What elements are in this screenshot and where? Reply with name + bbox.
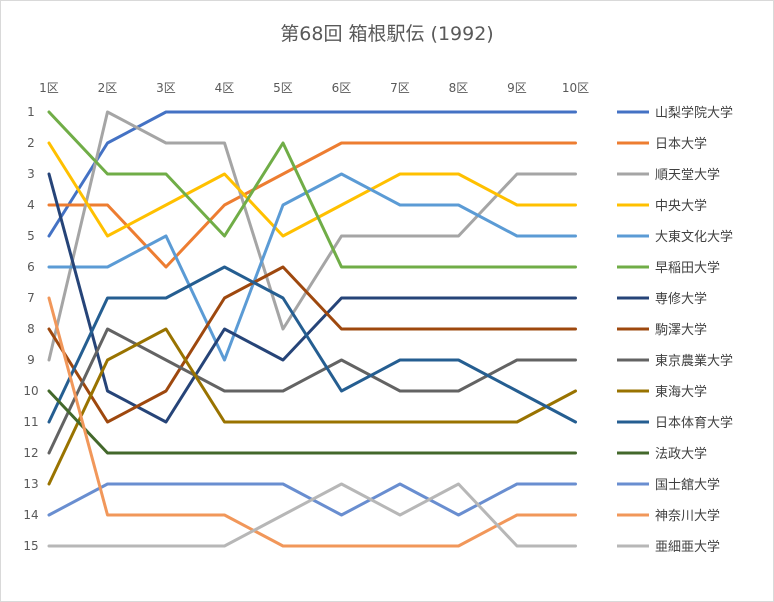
legend-label: 山梨学院大学 (655, 105, 733, 121)
y-tick-label: 12 (23, 446, 38, 460)
x-tick-label: 6区 (332, 81, 352, 95)
series-line (47, 141, 577, 269)
legend-label: 神奈川大学 (655, 508, 720, 524)
legend-label: 東海大学 (655, 384, 707, 400)
y-tick-label: 14 (23, 508, 38, 522)
legend-label: 日本体育大学 (655, 415, 733, 431)
x-tick-label: 5区 (273, 81, 293, 95)
legend-label: 日本大学 (655, 136, 707, 152)
series-line (47, 110, 577, 269)
x-axis-ticks: 1区 2区 3区 4区 5区 6区 7区 8区 9区 10区 (39, 81, 589, 95)
x-tick-label: 10区 (562, 81, 589, 95)
series-line (47, 389, 577, 455)
series-line (47, 296, 577, 548)
y-tick-label: 8 (27, 322, 35, 336)
legend-label: 大東文化大学 (655, 229, 733, 245)
series-line (47, 141, 577, 238)
series-line (47, 110, 577, 362)
y-tick-label: 4 (27, 198, 35, 212)
y-tick-label: 2 (27, 136, 35, 150)
y-tick-label: 1 (27, 105, 35, 119)
legend-label: 亜細亜大学 (655, 539, 720, 555)
series-line (47, 265, 577, 424)
legend: 山梨学院大学日本大学順天堂大学中央大学大東文化大学早稲田大学専修大学駒澤大学東京… (617, 105, 733, 555)
y-tick-label: 13 (23, 477, 38, 491)
chart-title: 第68回 箱根駅伝 (1992) (280, 23, 493, 45)
y-tick-label: 15 (23, 539, 38, 553)
series-line (47, 265, 577, 424)
x-tick-label: 9区 (507, 81, 527, 95)
x-tick-label: 1区 (39, 81, 59, 95)
legend-label: 駒澤大学 (655, 322, 707, 338)
y-tick-label: 3 (27, 167, 35, 181)
series-line (47, 482, 577, 548)
legend-label: 順天堂大学 (655, 167, 720, 183)
legend-label: 専修大学 (655, 291, 707, 307)
x-tick-label: 4区 (215, 81, 235, 95)
x-tick-label: 8区 (449, 81, 469, 95)
y-tick-label: 5 (27, 229, 35, 243)
legend-label: 中央大学 (655, 198, 707, 214)
legend-label: 法政大学 (655, 446, 707, 462)
y-tick-label: 9 (27, 353, 35, 367)
series-line (47, 327, 577, 486)
series-line (47, 172, 577, 362)
y-tick-label: 6 (27, 260, 35, 274)
legend-label: 東京農業大学 (655, 353, 733, 369)
x-tick-label: 2区 (98, 81, 118, 95)
x-tick-label: 3区 (156, 81, 176, 95)
series-lines (47, 110, 577, 548)
y-tick-label: 7 (27, 291, 35, 305)
legend-label: 国士舘大学 (655, 477, 720, 493)
legend-label: 早稲田大学 (655, 260, 720, 276)
x-tick-label: 7区 (390, 81, 410, 95)
y-tick-label: 11 (23, 415, 38, 429)
y-tick-label: 10 (23, 384, 38, 398)
